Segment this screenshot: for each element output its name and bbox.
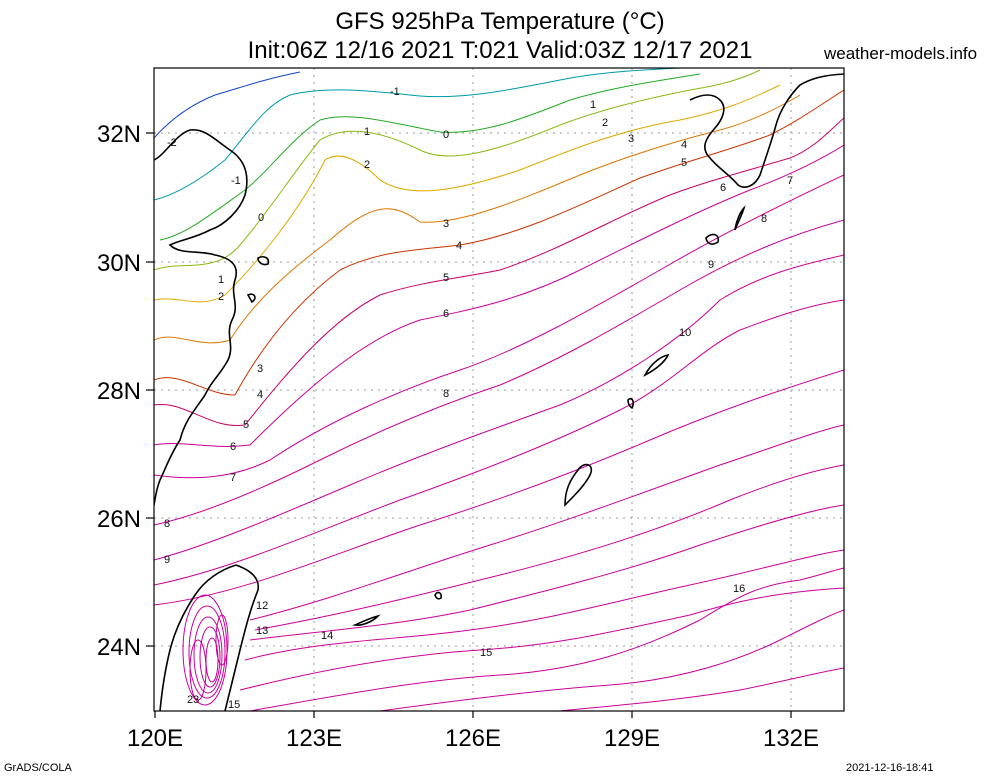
contour-label: 1 (590, 99, 596, 111)
map-subtitle: Init:06Z 12/16 2021 T:021 Valid:03Z 12/1… (247, 37, 753, 64)
contour-label: 8 (164, 518, 170, 530)
contour-label: 0 (258, 212, 264, 224)
contour-label: 16 (733, 583, 745, 595)
contour-label: 23 (187, 694, 199, 706)
lon-label: 132E (763, 725, 819, 752)
contour-label: 3 (443, 218, 449, 230)
isotherm-13 (249, 504, 844, 641)
taiwan-coast (159, 564, 260, 711)
tokara-island (627, 397, 635, 410)
lat-label: 24N (97, 634, 141, 661)
contour-label: 3 (628, 133, 634, 145)
contour-label: 4 (456, 240, 462, 252)
contour-label: 2 (364, 159, 370, 171)
isotherm-12 (254, 464, 844, 631)
contour-label: 10 (679, 327, 691, 339)
contour-label: 7 (230, 472, 236, 484)
lat-label: 32N (97, 121, 141, 148)
isotherm-14 (244, 549, 844, 661)
lat-label: 26N (97, 506, 141, 533)
isotherm-minus2 (154, 71, 301, 139)
coastlines (154, 73, 844, 711)
okinawa-island (564, 463, 593, 507)
lon-label: 120E (127, 725, 183, 752)
china-coast (154, 129, 248, 506)
isotherm-0 (159, 73, 701, 241)
contour-label: 5 (443, 272, 449, 284)
contour-label: 6 (230, 441, 236, 453)
footer-timestamp: 2021-12-16-18:41 (846, 762, 934, 774)
isotherms (154, 68, 844, 711)
isotherm-3 (154, 94, 801, 344)
contour-label: -1 (231, 175, 241, 187)
contour-label: 13 (256, 625, 268, 637)
isotherm-16 (249, 567, 844, 711)
isotherm-10 (154, 299, 844, 586)
contour-label: 9 (164, 554, 170, 566)
tanegashima-island (734, 205, 746, 231)
contour-label: 6 (720, 182, 726, 194)
contour-label: 2 (602, 117, 608, 129)
map-title: GFS 925hPa Temperature (°C) (335, 8, 665, 35)
graticule (154, 68, 844, 711)
axis-ticks (146, 132, 792, 718)
isotherm-10b (154, 369, 844, 606)
lon-label: 126E (445, 725, 501, 752)
isotherm-7 (154, 174, 844, 479)
footer-credit: GrADS/COLA (4, 762, 72, 774)
isotherm-minus1 (154, 68, 681, 201)
contour-label: 8 (761, 213, 767, 225)
site-credit: weather-models.info (824, 44, 978, 63)
contour-label: 6 (443, 308, 449, 320)
contour-label: 5 (243, 419, 249, 431)
contour-label: -2 (167, 137, 177, 149)
isotherm-4 (154, 89, 844, 396)
contour-label: 9 (708, 259, 714, 271)
lon-label: 123E (286, 725, 342, 752)
contour-label: 4 (257, 389, 263, 401)
isotherm-9 (154, 254, 844, 561)
ishigaki-island (352, 614, 381, 626)
contour-label: 14 (321, 630, 333, 642)
isotherm-15 (239, 587, 844, 691)
isotherm-8 (154, 219, 844, 526)
isotherm-17 (559, 667, 844, 711)
yakushima-island (705, 233, 720, 245)
kyushu-coast (689, 73, 844, 188)
contour-label: 7 (787, 175, 793, 187)
contour-label: 15 (228, 699, 240, 711)
contour-label: 0 (443, 129, 449, 141)
contour-label: 15 (480, 647, 492, 659)
chusan-islands (246, 256, 270, 304)
lat-label: 28N (97, 378, 141, 405)
amami-island (643, 353, 670, 377)
contour-label: -1 (390, 86, 400, 98)
lon-label: 129E (604, 725, 660, 752)
miyako-island (434, 591, 442, 600)
contour-label: 4 (681, 139, 687, 151)
contour-label: 8 (443, 388, 449, 400)
isotherm-1 (154, 69, 761, 271)
contour-labels: -2 -1 -1 0 0 1 1 1 2 2 2 3 3 3 4 4 4 5 5… (164, 86, 793, 711)
isotherm-2 (154, 84, 781, 303)
contour-label: 12 (256, 600, 268, 612)
contour-label: 3 (257, 363, 263, 375)
isotherm-5 (154, 117, 844, 427)
contour-label: 2 (218, 291, 224, 303)
lat-label: 30N (97, 250, 141, 277)
isotherm-16b (379, 609, 844, 711)
contour-label: 5 (681, 157, 687, 169)
isotherm-11 (249, 424, 844, 621)
contour-label: 1 (218, 274, 224, 286)
contour-label: 1 (364, 126, 370, 138)
isotherm-6 (154, 144, 844, 447)
